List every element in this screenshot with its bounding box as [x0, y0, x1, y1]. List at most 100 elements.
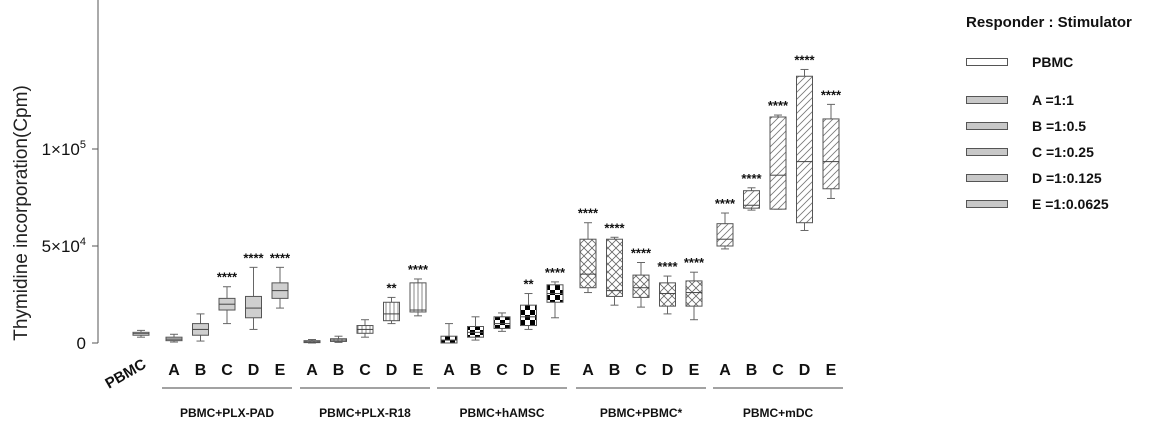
x-tick-label: D: [799, 362, 811, 379]
significance-label: ****: [578, 206, 599, 221]
box-plot: [409, 278, 427, 317]
x-tick-label: B: [470, 362, 482, 379]
significance-label: ****: [821, 87, 842, 102]
legend-swatch: [966, 96, 1008, 104]
box-plot: [330, 335, 347, 343]
y-axis-label: Thymidine incorporation(Cpm): [11, 85, 32, 341]
x-tick-label: E: [413, 362, 424, 379]
x-tick-label: A: [168, 362, 180, 379]
x-tick-label: B: [609, 362, 621, 379]
group-label: PBMC+PBMC*: [600, 406, 683, 420]
x-tick-label: D: [523, 362, 535, 379]
box-plot: [716, 212, 734, 250]
box-plot: [245, 266, 262, 330]
significance-label: ****: [794, 52, 815, 67]
legend-swatch: [966, 58, 1008, 66]
iqr-box: [659, 282, 676, 307]
iqr-box: [716, 223, 734, 247]
significance-label: **: [523, 277, 534, 292]
box-plot: [218, 286, 236, 325]
group-label: PBMC+mDC: [743, 406, 814, 420]
x-tick-label: B: [195, 362, 207, 379]
box-plot: [356, 319, 374, 338]
box-plot: [520, 293, 537, 330]
box-plot: [743, 187, 760, 211]
box-plot: [606, 236, 623, 306]
box-plot: [579, 222, 597, 294]
legend-swatch: [966, 148, 1008, 156]
box-plot: [796, 68, 813, 231]
legend-label: PBMC: [1032, 54, 1074, 70]
box-plot: [659, 275, 676, 315]
box-plot: [440, 323, 458, 344]
legend-label: E =1:0.0625: [1032, 196, 1109, 212]
legend-item-b: B =1:0.5: [966, 116, 1086, 136]
x-tick-label: E: [550, 362, 561, 379]
legend-item-e: E =1:0.0625: [966, 194, 1109, 214]
box-plot: [271, 266, 289, 309]
legend-label: C =1:0.25: [1032, 144, 1094, 160]
iqr-box: [245, 295, 262, 319]
iqr-box: [409, 282, 427, 313]
significance-label: ****: [217, 270, 238, 285]
x-tick-label: D: [662, 362, 674, 379]
legend: Responder : Stimulator PBMC A =1:1 B =1:…: [966, 14, 1172, 212]
y-tick-label: 0: [77, 334, 86, 353]
iqr-box: [579, 238, 597, 289]
box-plot: [685, 271, 703, 321]
significance-label: ****: [657, 259, 678, 274]
box-plot: [493, 312, 511, 332]
x-tick-label: E: [689, 362, 700, 379]
legend-item-a: A =1:1: [966, 90, 1074, 110]
legend-item-pbmc: PBMC: [966, 52, 1073, 72]
x-tick-label: B: [746, 362, 758, 379]
iqr-box: [493, 316, 511, 329]
significance-label: ****: [768, 98, 789, 113]
box-plot: [303, 339, 321, 344]
y-tick-label: 1×105: [42, 139, 86, 159]
iqr-box: [822, 118, 840, 190]
x-tick-label: C: [359, 362, 371, 379]
legend-item-c: C =1:0.25: [966, 142, 1094, 162]
significance-label: ****: [604, 220, 625, 235]
group-label: PBMC+hAMSC: [459, 406, 544, 420]
significance-label: ****: [684, 255, 705, 270]
box-plot: [546, 281, 564, 319]
x-tick-label: E: [826, 362, 837, 379]
x-tick-label: C: [772, 362, 784, 379]
significance-label: ****: [741, 171, 762, 186]
significance-label: ****: [408, 262, 429, 277]
iqr-box: [520, 304, 537, 327]
box-plot: [632, 261, 650, 308]
box-plot: [132, 329, 150, 338]
legend-label: D =1:0.125: [1032, 170, 1102, 186]
iqr-box: [796, 75, 813, 224]
significance-label: ****: [715, 196, 736, 211]
iqr-box: [743, 190, 760, 209]
y-tick-label: 5×104: [42, 236, 86, 256]
legend-item-d: D =1:0.125: [966, 168, 1102, 188]
x-tick-label: E: [275, 362, 286, 379]
box-plot: [467, 316, 484, 341]
group-label: PBMC+PLX-PAD: [180, 406, 274, 420]
legend-label: B =1:0.5: [1032, 118, 1087, 134]
significance-label: ****: [243, 250, 264, 265]
x-tick-label: C: [496, 362, 508, 379]
x-tick-label: B: [333, 362, 345, 379]
iqr-box: [606, 238, 623, 297]
control-label: PBMC: [102, 356, 149, 393]
legend-label: A =1:1: [1032, 92, 1074, 108]
x-tick-label: D: [386, 362, 398, 379]
x-tick-label: A: [719, 362, 731, 379]
box-plot: [769, 114, 787, 210]
iqr-box: [685, 280, 703, 307]
significance-label: ****: [545, 265, 566, 280]
legend-title: Responder : Stimulator: [966, 14, 1132, 31]
box-plot: [383, 296, 400, 325]
box-plot: [192, 313, 209, 342]
legend-swatch: [966, 122, 1008, 130]
significance-label: ****: [270, 250, 291, 265]
box-plot: [822, 103, 840, 199]
significance-label: ****: [631, 245, 652, 260]
